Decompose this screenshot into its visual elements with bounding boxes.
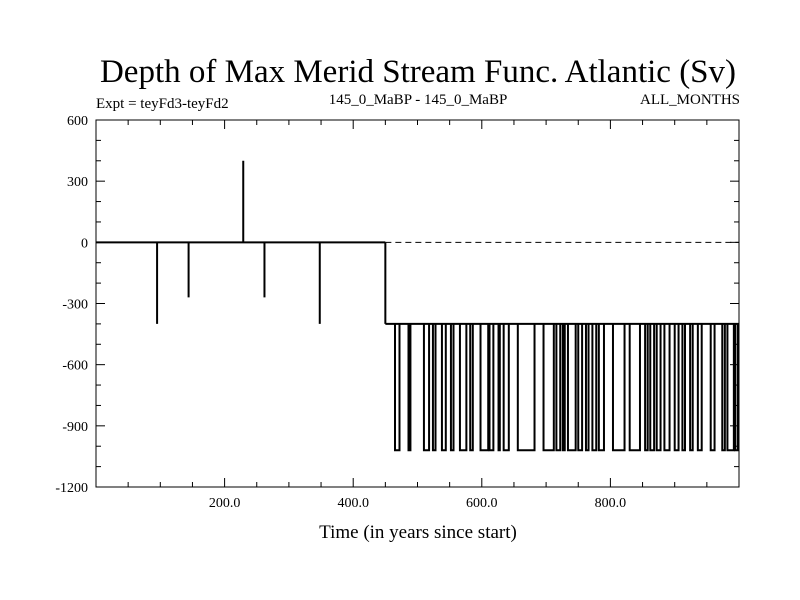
series-drop bbox=[393, 323, 401, 452]
series-drop bbox=[649, 323, 656, 452]
series-drop bbox=[673, 323, 680, 452]
series-drop bbox=[611, 323, 626, 452]
y-tick-label: -600 bbox=[62, 359, 88, 374]
x-tick-label: 200.0 bbox=[209, 496, 241, 511]
series-drop bbox=[561, 323, 566, 452]
x-axis: 200.0 400.0 600.0 800.0 bbox=[127, 120, 708, 511]
series-drop bbox=[577, 323, 584, 452]
series-drop bbox=[591, 323, 598, 452]
series-drop bbox=[422, 323, 431, 452]
y-axis: 600 300 0 -300 -600 -900 -1200 bbox=[55, 114, 739, 496]
series-drop bbox=[488, 323, 495, 452]
x-tick-label: 600.0 bbox=[466, 496, 498, 511]
chart-title: Depth of Max Merid Stream Func. Atlantic… bbox=[100, 54, 736, 90]
series-drop bbox=[555, 323, 562, 452]
series-drop bbox=[469, 323, 474, 452]
series-drop bbox=[721, 323, 726, 452]
series-drop bbox=[655, 323, 662, 452]
series-drop bbox=[449, 323, 455, 452]
series-drop bbox=[696, 323, 703, 452]
series-drop bbox=[734, 323, 739, 452]
series-drop bbox=[726, 323, 735, 452]
y-tick-label: 0 bbox=[81, 236, 88, 251]
series-drop bbox=[431, 323, 437, 452]
series-drop bbox=[628, 323, 641, 452]
series-drop bbox=[689, 323, 694, 452]
y-tick-label: -900 bbox=[62, 420, 88, 435]
y-tick-label: -1200 bbox=[55, 481, 88, 496]
series-drop bbox=[440, 323, 447, 452]
y-tick-label: 600 bbox=[67, 114, 88, 129]
chart-subtitle-right: ALL_MONTHS bbox=[640, 92, 740, 108]
series-drop bbox=[566, 323, 577, 452]
series-drop bbox=[458, 323, 468, 452]
series-drop bbox=[479, 323, 490, 452]
series-drop bbox=[663, 323, 671, 452]
x-axis-label: Time (in years since start) bbox=[319, 522, 517, 543]
x-tick-label: 800.0 bbox=[595, 496, 627, 511]
plot-area bbox=[96, 160, 739, 452]
series-drop bbox=[407, 323, 412, 452]
chart-subtitle-center: 145_0_MaBP - 145_0_MaBP bbox=[329, 92, 508, 108]
y-tick-label: -300 bbox=[62, 298, 88, 313]
series-drop bbox=[709, 323, 716, 452]
series-drop bbox=[516, 323, 536, 452]
series-drop bbox=[584, 323, 590, 452]
x-tick-label: 400.0 bbox=[337, 496, 369, 511]
series-drop bbox=[497, 323, 501, 452]
series-drop bbox=[681, 323, 686, 452]
series-drop bbox=[502, 323, 510, 452]
series-drop bbox=[597, 323, 605, 452]
series-drop bbox=[542, 323, 555, 452]
y-tick-label: 300 bbox=[67, 175, 88, 190]
chart-subtitle-left: Expt = teyFd3-teyFd2 bbox=[96, 96, 229, 112]
series-drop bbox=[644, 323, 649, 452]
plot-frame bbox=[95, 119, 740, 488]
